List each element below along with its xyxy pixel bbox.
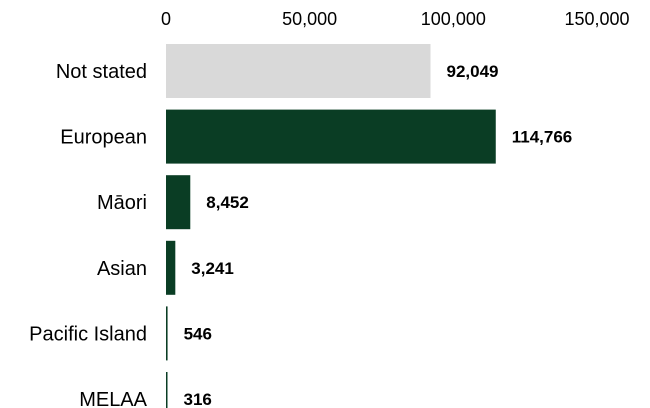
- data-label: 92,049: [446, 62, 498, 81]
- category-label: European: [60, 127, 147, 149]
- category-label: Pacific Island: [29, 323, 147, 345]
- category-label: Māori: [97, 192, 147, 214]
- bar: [166, 44, 431, 98]
- x-tick-label: 100,000: [421, 9, 486, 29]
- bar: [166, 306, 168, 361]
- category-label: Asian: [97, 258, 147, 280]
- x-tick-label: 150,000: [564, 9, 629, 29]
- x-tick-label: 0: [161, 9, 171, 29]
- data-label: 114,766: [512, 128, 573, 147]
- data-label: 546: [184, 324, 212, 343]
- bar: [166, 175, 191, 230]
- bar: [166, 240, 176, 295]
- x-axis-ticks: 0 50,000 100,000 150,000: [161, 9, 630, 29]
- category-label: MELAA: [79, 389, 147, 408]
- bars: [166, 44, 496, 408]
- bar: [166, 109, 496, 164]
- data-label: 316: [184, 390, 212, 408]
- bar: [166, 372, 168, 408]
- data-labels: 92,049 114,766 8,452 3,241 546 316: [184, 62, 573, 408]
- data-label: 3,241: [191, 259, 234, 278]
- data-label: 8,452: [206, 193, 249, 212]
- category-label: Not stated: [56, 61, 147, 83]
- category-labels: Not stated European Māori Asian Pacific Isla…: [29, 61, 147, 408]
- x-tick-label: 50,000: [282, 9, 337, 29]
